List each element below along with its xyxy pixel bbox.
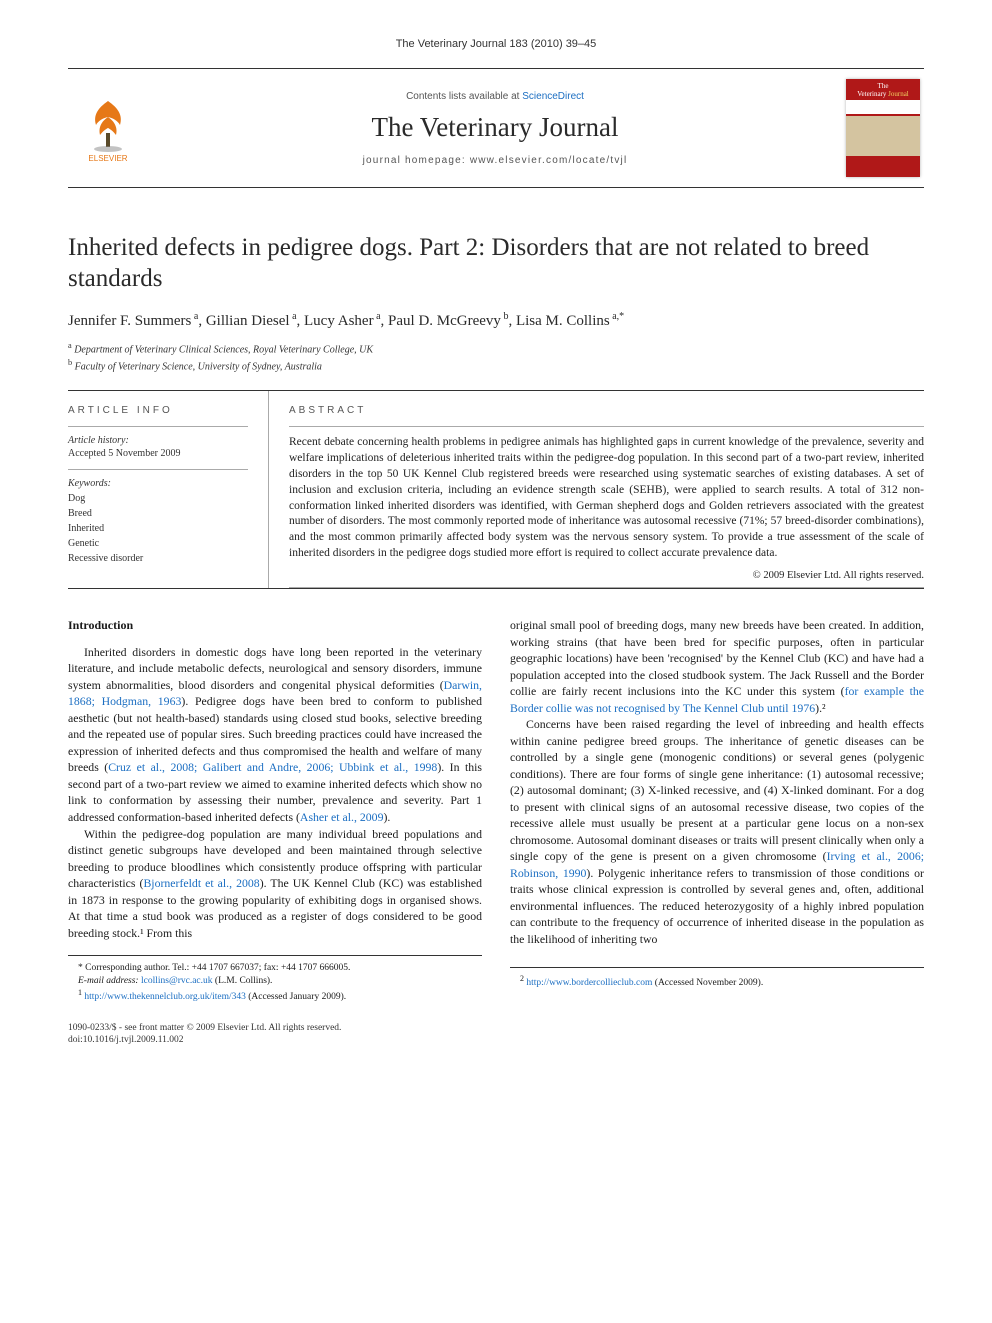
body-paragraph: Concerns have been raised regarding the … [510, 716, 924, 947]
abstract-copyright: © 2009 Elsevier Ltd. All rights reserved… [289, 570, 924, 581]
body-column-right: original small pool of breeding dogs, ma… [510, 617, 924, 1046]
abstract-text: Recent debate concerning health problems… [289, 435, 924, 562]
cover-line-2: Veterinary [857, 90, 886, 98]
homepage-url: www.elsevier.com/locate/tvjl [470, 155, 628, 166]
footnote-2-link[interactable]: http://www.bordercollieclub.com [526, 979, 652, 989]
footnote-1-mark: 1 [78, 988, 82, 997]
article-info-head: ARTICLE INFO [68, 405, 248, 416]
publisher-name: ELSEVIER [88, 154, 127, 163]
footnotes-left: * Corresponding author. Tel.: +44 1707 6… [68, 955, 482, 1004]
footnote-2-mark: 2 [520, 974, 524, 983]
keywords-list: DogBreedInheritedGeneticRecessive disord… [68, 491, 248, 566]
corresponding-author-note: * Corresponding author. Tel.: +44 1707 6… [68, 962, 482, 975]
journal-title-banner: The Veterinary Journal [148, 112, 842, 143]
keywords-label: Keywords: [68, 478, 248, 489]
title-block: Inherited defects in pedigree dogs. Part… [68, 232, 924, 374]
article-title: Inherited defects in pedigree dogs. Part… [68, 232, 924, 295]
footnote-1-link[interactable]: http://www.thekennelclub.org.uk/item/343 [84, 992, 245, 1002]
running-head: The Veterinary Journal 183 (2010) 39–45 [68, 38, 924, 50]
body-paragraph: Within the pedigree-dog population are m… [68, 826, 482, 942]
issn-line: 1090-0233/$ - see front matter © 2009 El… [68, 1022, 482, 1034]
doi-line: doi:10.1016/j.tvjl.2009.11.002 [68, 1034, 482, 1046]
journal-cover-slot: The Veterinary Journal [842, 69, 924, 187]
journal-homepage-line: journal homepage: www.elsevier.com/locat… [148, 155, 842, 166]
history-label: Article history: [68, 435, 248, 446]
body-column-left: Introduction Inherited disorders in dome… [68, 617, 482, 1046]
email-label: E-mail address: [78, 976, 139, 986]
cover-band [846, 100, 920, 114]
elsevier-tree-icon: ELSEVIER [78, 93, 138, 163]
footnote-1-suffix: (Accessed January 2009). [248, 992, 346, 1002]
cover-image-placeholder [846, 116, 920, 156]
masthead: ELSEVIER Contents lists available at Sci… [68, 68, 924, 188]
contents-prefix: Contents lists available at [406, 91, 522, 102]
affiliations: a Department of Veterinary Clinical Scie… [68, 340, 924, 375]
contents-line: Contents lists available at ScienceDirec… [148, 91, 842, 102]
body-paragraph: original small pool of breeding dogs, ma… [510, 617, 924, 716]
divider [68, 588, 924, 589]
article-info-column: ARTICLE INFO Article history: Accepted 5… [68, 391, 268, 588]
email-note: E-mail address: lcollins@rvc.ac.uk (L.M.… [68, 975, 482, 988]
info-abstract-row: ARTICLE INFO Article history: Accepted 5… [68, 391, 924, 588]
corresponding-email-link[interactable]: lcollins@rvc.ac.uk [141, 976, 213, 986]
section-heading-introduction: Introduction [68, 617, 482, 634]
abstract-head: ABSTRACT [289, 405, 924, 416]
email-suffix: (L.M. Collins). [215, 976, 273, 986]
abstract-column: ABSTRACT Recent debate concerning health… [268, 391, 924, 588]
cover-line-3: Journal [888, 90, 909, 98]
sciencedirect-link[interactable]: ScienceDirect [522, 91, 584, 102]
footnotes-right: 2 http://www.bordercollieclub.com (Acces… [510, 967, 924, 990]
thin-divider [289, 587, 924, 588]
cover-title: The Veterinary Journal [855, 79, 911, 98]
author-list: Jennifer F. Summers a, Gillian Diesel a,… [68, 311, 924, 330]
footnote-2: 2 http://www.bordercollieclub.com (Acces… [510, 974, 924, 990]
thin-divider [68, 426, 248, 427]
masthead-center: Contents lists available at ScienceDirec… [148, 69, 842, 187]
homepage-prefix: journal homepage: [363, 155, 470, 166]
footer-bar: 1090-0233/$ - see front matter © 2009 El… [68, 1022, 482, 1047]
footnote-1: 1 http://www.thekennelclub.org.uk/item/3… [68, 988, 482, 1004]
body-columns: Introduction Inherited disorders in dome… [68, 617, 924, 1046]
footnote-2-suffix: (Accessed November 2009). [655, 979, 763, 989]
thin-divider [68, 469, 248, 470]
page: The Veterinary Journal 183 (2010) 39–45 … [0, 0, 992, 1086]
thin-divider [289, 426, 924, 427]
journal-cover-thumbnail: The Veterinary Journal [846, 79, 920, 177]
body-paragraph: Inherited disorders in domestic dogs hav… [68, 644, 482, 826]
publisher-logo-slot: ELSEVIER [68, 69, 148, 187]
history-text: Accepted 5 November 2009 [68, 448, 248, 459]
